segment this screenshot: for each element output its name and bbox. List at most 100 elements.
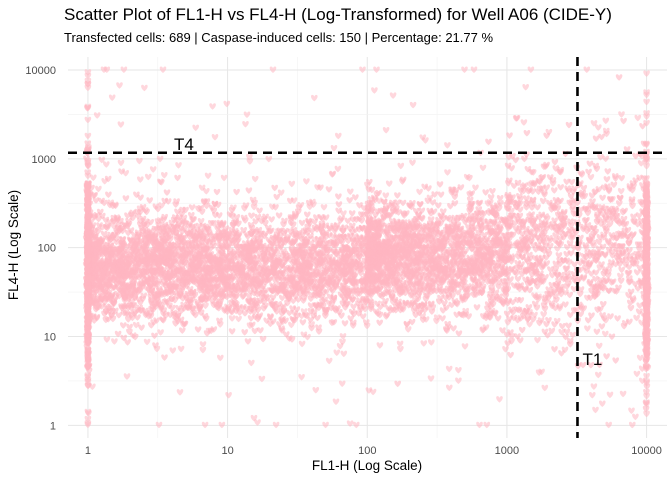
scatter-point [346, 197, 354, 204]
scatter-point [134, 212, 142, 220]
scatter-point [352, 194, 359, 201]
scatter-point [92, 197, 100, 204]
scatter-point [510, 182, 518, 190]
scatter-point [284, 299, 291, 307]
scatter-point [228, 328, 236, 335]
scatter-point [473, 304, 481, 311]
scatter-point [115, 312, 123, 319]
scatter-point [618, 266, 626, 274]
scatter-point [147, 219, 155, 226]
scatter-point [518, 326, 526, 334]
scatter-point [338, 238, 346, 246]
scatter-point [194, 326, 202, 333]
scatter-point [455, 330, 463, 337]
scatter-point [608, 333, 616, 340]
scatter-point [350, 303, 357, 310]
scatter-point [275, 212, 283, 219]
scatter-point [129, 209, 137, 217]
scatter-point [161, 354, 168, 361]
scatter-point [257, 327, 264, 334]
scatter-point [273, 193, 281, 201]
scatter-point [311, 218, 318, 225]
scatter-point [359, 313, 367, 320]
scatter-point [299, 319, 307, 326]
scatter-point [178, 327, 186, 334]
scatter-point [210, 326, 218, 333]
scatter-point [614, 315, 621, 322]
scatter-point [335, 201, 343, 208]
scatter-point [133, 191, 140, 198]
scatter-point [124, 339, 131, 346]
scatter-point [612, 357, 620, 364]
scatter-point [134, 314, 141, 321]
scatter-point [268, 216, 275, 223]
scatter-point [507, 351, 514, 359]
scatter-point [241, 329, 249, 336]
scatter-point [300, 228, 308, 235]
scatter-point [298, 219, 306, 227]
scatter-point [489, 188, 496, 195]
scatter-point [233, 188, 240, 196]
scatter-point [213, 188, 221, 196]
scatter-point [151, 332, 158, 340]
scatter-point [248, 212, 255, 219]
scatter-point [508, 165, 515, 172]
scatter-point [124, 212, 131, 219]
scatter-point [566, 311, 574, 319]
scatter-point [122, 195, 130, 202]
scatter-point [523, 130, 531, 137]
scatter-points [82, 66, 652, 429]
scatter-point [565, 322, 572, 329]
scatter-point [565, 121, 573, 129]
scatter-point [439, 307, 447, 314]
scatter-point [349, 322, 357, 329]
scatter-point [129, 332, 137, 339]
scatter-point [278, 294, 286, 302]
scatter-point [259, 335, 267, 343]
scatter-point [593, 328, 601, 336]
scatter-point [514, 275, 522, 283]
scatter-point [551, 159, 559, 166]
scatter-point [617, 277, 625, 285]
scatter-point [335, 193, 342, 200]
scatter-point [494, 315, 502, 322]
scatter-point [568, 178, 576, 186]
scatter-point [394, 380, 402, 388]
scatter-point [344, 217, 352, 225]
scatter-point [245, 187, 253, 194]
scatter-point [543, 321, 550, 328]
scatter-point [286, 309, 293, 317]
scatter-point [436, 181, 444, 188]
scatter-point [119, 322, 127, 329]
scatter-point [215, 212, 223, 219]
scatter-point [599, 194, 606, 202]
scatter-point [247, 315, 255, 322]
scatter-point [256, 207, 263, 214]
scatter-point [279, 276, 287, 284]
scatter-point [127, 243, 134, 251]
scatter-point [376, 319, 384, 327]
scatter-point [293, 306, 301, 313]
scatter-point [521, 155, 528, 163]
scatter-point [105, 191, 112, 198]
scatter-point [137, 194, 144, 201]
scatter-point [244, 338, 252, 345]
scatter-point [439, 208, 447, 215]
scatter-point [154, 205, 162, 213]
scatter-point [269, 294, 277, 301]
scatter-point [437, 191, 445, 198]
scatter-point [425, 185, 432, 192]
scatter-point [341, 320, 349, 327]
scatter-point [146, 197, 154, 204]
scatter-point [618, 175, 625, 182]
scatter-point [194, 298, 201, 306]
scatter-point [188, 204, 196, 211]
scatter-point [289, 297, 297, 305]
scatter-point [604, 168, 612, 175]
scatter-point [551, 346, 558, 353]
scatter-point [163, 189, 171, 196]
scatter-point [620, 117, 627, 125]
scatter-point [303, 211, 311, 218]
